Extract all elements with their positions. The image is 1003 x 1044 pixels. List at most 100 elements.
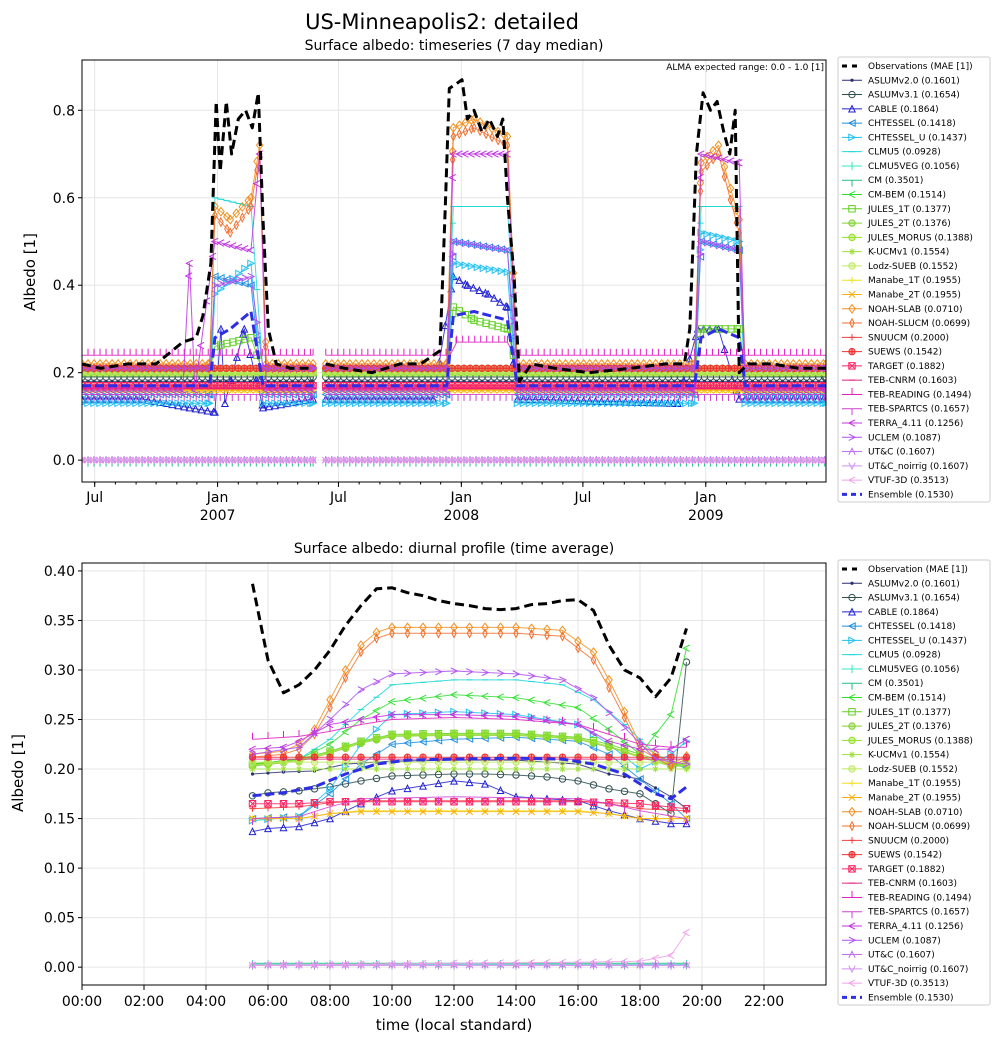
timeseries-series-vtuf-3d-0-3513-marker xyxy=(646,456,654,464)
timeseries-series-suews-0-1542-marker-cross xyxy=(460,365,468,372)
timeseries-series-jules-1t-0-1377-marker xyxy=(467,314,476,323)
timeseries-series-noah-slucm-0-0699-marker xyxy=(212,209,218,221)
timeseries-series-chtessel-u-0-1437-marker xyxy=(102,399,111,408)
timeseries-series-terra-4-11-0-1256-marker xyxy=(405,386,414,394)
timeseries-series-noah-slucm-0-0699-marker xyxy=(727,194,734,206)
diurnal-series-aslumv2-0-0-1601-marker xyxy=(653,786,658,790)
timeseries-series-uclem-0-1087-marker xyxy=(491,244,500,252)
timeseries-series-uclem-0-1087-marker xyxy=(479,242,488,250)
timeseries-series-vtuf-3d-0-3513-marker xyxy=(119,456,128,464)
timeseries-series-chtessel-u-0-1437-marker xyxy=(301,399,310,408)
timeseries-series-cable-0-1864-marker xyxy=(264,402,274,411)
timeseries-series-suews-0-1542-marker-cross xyxy=(719,365,726,372)
diurnal-series-chtessel-u-0-1437-marker xyxy=(372,725,381,734)
timeseries-series-terra-4-11-0-1256-marker xyxy=(573,386,581,394)
diurnal-series-cm-bem-0-1514-marker xyxy=(573,703,582,712)
diurnal-series-jules-morus-0-1388-marker xyxy=(465,730,474,739)
diurnal-xtick-label-8: 16:00 xyxy=(558,994,598,1010)
timeseries-series-suews-0-1542-marker-cross xyxy=(484,365,492,372)
timeseries-series-vtuf-3d-0-3513-marker xyxy=(161,456,170,464)
timeseries-series-clmu5-0-0928-line-1 xyxy=(325,206,826,374)
timeseries-series-vtuf-3d-0-3513-marker xyxy=(308,456,317,464)
timeseries-legend-jules-morus-0-1388-label: JULES_MORUS (0.1388) xyxy=(867,233,973,243)
timeseries-series-vtuf-3d-0-3513-marker xyxy=(483,456,492,464)
timeseries-series-vtuf-3d-0-3513-marker xyxy=(221,456,230,464)
diurnal-series-jules-morus-0-1388-marker xyxy=(403,731,412,739)
diurnal-xtick-label-6: 12:00 xyxy=(434,994,474,1010)
timeseries-series-suews-0-1542-marker xyxy=(222,364,230,373)
diurnal-ytick-label-8: 0.40 xyxy=(44,564,75,580)
timeseries-series-terra-4-11-0-1256-marker xyxy=(675,386,684,394)
timeseries-series-terra-4-11-0-1256-marker xyxy=(633,386,642,394)
timeseries-series-noah-slucm-0-0699-marker xyxy=(483,128,489,140)
diurnal-series-k-ucmv1-0-1554-marker xyxy=(590,765,597,773)
timeseries-series-noah-slucm-0-0699-marker xyxy=(468,123,475,135)
timeseries-series-vtuf-3d-0-3513-marker xyxy=(465,456,474,464)
timeseries-series-noah-slab-0-0710-marker xyxy=(223,211,231,222)
timeseries-series-chtessel-u-0-1437-marker xyxy=(467,262,476,271)
timeseries-series-chtessel-u-0-1437-marker xyxy=(567,399,576,408)
timeseries-series-vtuf-3d-0-3513-marker xyxy=(778,456,787,464)
timeseries-series-vtuf-3d-0-3513-marker xyxy=(270,456,278,464)
timeseries-series-suews-0-1542-marker-cross xyxy=(472,365,480,372)
timeseries-series-chtessel-u-0-1437-marker xyxy=(322,399,331,408)
timeseries-series-terra-4-11-0-1256-marker xyxy=(752,386,761,394)
timeseries-series-vtuf-3d-0-3513-marker xyxy=(736,456,744,464)
timeseries-series-uclem-0-1087-marker xyxy=(688,364,697,372)
timeseries-legend-ut-c-0-1607-marker xyxy=(848,447,856,455)
timeseries-series-terra-4-11-0-1256-marker xyxy=(411,386,420,394)
diurnal-series-cm-bem-0-1514-marker xyxy=(465,691,473,700)
diurnal-series-aslumv3-1-0-1654-marker xyxy=(558,775,567,783)
timeseries-legend-terra-4-11-0-1256-label: TERRA_4.11 (0.1256) xyxy=(867,419,963,429)
timeseries-series-vtuf-3d-0-3513-marker xyxy=(700,456,708,464)
diurnal-series-chtessel-u-0-1437-marker xyxy=(326,784,335,793)
timeseries-series-uclem-0-1087-marker xyxy=(664,364,673,372)
diurnal-series-jules-morus-0-1388-marker xyxy=(419,731,427,739)
timeseries-legend-suews-0-1542-marker-cross xyxy=(848,348,856,355)
diurnal-series-cm-bem-0-1514-marker xyxy=(558,701,566,709)
timeseries-series-vtuf-3d-0-3513-marker xyxy=(543,456,552,464)
timeseries-series-noah-slab-0-0710-marker xyxy=(822,358,826,369)
diurnal-series-jules-morus-0-1388-marker xyxy=(450,730,458,739)
timeseries-series-uclem-0-1087-marker xyxy=(132,364,141,372)
timeseries-series-terra-4-11-0-1256-marker xyxy=(228,242,237,250)
diurnal-series-k-ucmv1-0-1554-marker xyxy=(326,765,334,773)
timeseries-series-terra-4-11-0-1256-marker xyxy=(101,386,110,394)
timeseries-series-chtessel-u-0-1437-marker xyxy=(84,399,93,408)
timeseries-series-vtuf-3d-0-3513-marker xyxy=(459,456,468,464)
timeseries-series-cable-0-1864-marker xyxy=(246,349,255,358)
diurnal-series-aslumv3-1-0-1654 xyxy=(248,658,691,818)
timeseries-series-terra-4-11-0-1256-marker xyxy=(149,386,158,394)
timeseries-series-chtessel-u-0-1437-marker xyxy=(424,399,433,408)
timeseries-series-vtuf-3d-0-3513-marker xyxy=(621,456,630,464)
diurnal-series-k-ucmv1-0-1554-marker xyxy=(295,765,303,773)
timeseries-series-chtessel-u-0-1437-marker xyxy=(295,399,304,408)
timeseries-series-uclem-0-1087-marker xyxy=(461,239,470,248)
diurnal-series-jules-1t-0-1377-line-0 xyxy=(252,732,687,765)
timeseries-series-terra-4-11-0-1256-marker xyxy=(651,386,660,394)
diurnal-series-manabe-2t-0-1955 xyxy=(248,808,691,823)
timeseries-series-terra-4-11-0-1256-marker xyxy=(304,386,312,394)
timeseries-series-suews-0-1542-marker xyxy=(712,364,721,373)
timeseries-series-chtessel-u-0-1437-marker xyxy=(633,399,642,408)
timeseries-series-chtessel-u-0-1437-marker xyxy=(229,274,238,283)
timeseries-series-vtuf-3d-0-3513-marker xyxy=(561,456,570,464)
timeseries-series-uclem-0-1087-marker xyxy=(198,364,207,372)
timeseries-series-vtuf-3d-0-3513-marker xyxy=(282,456,290,464)
timeseries-series-suews-0-1542-marker-cross xyxy=(223,365,230,372)
timeseries-series-suews-0-1542-marker xyxy=(700,364,709,373)
timeseries-series-chtessel-u-0-1437-marker xyxy=(358,399,367,408)
timeseries-series-cable-0-1864-marker xyxy=(240,324,249,333)
diurnal-series-cable-0-1864-marker xyxy=(310,818,319,827)
timeseries-series-observations-mae-1-line-0 xyxy=(82,91,314,370)
timeseries-title: Surface albedo: timeseries (7 day median… xyxy=(305,38,604,54)
timeseries-series-uclem-0-1087-marker xyxy=(265,364,274,372)
timeseries-series-cable-0-1864-marker xyxy=(210,407,219,416)
diurnal-series-k-ucmv1-0-1554-marker xyxy=(543,765,551,773)
diurnal-series-aslumv3-1-0-1654-marker xyxy=(372,774,381,783)
diurnal-series-cm-bem-0-1514-marker xyxy=(496,693,504,701)
timeseries-series-chtessel-u-0-1437-marker xyxy=(549,399,558,408)
timeseries-series-chtessel-u-0-1437-marker xyxy=(114,399,123,408)
timeseries-series-noah-slucm-0-0699-marker xyxy=(489,131,495,143)
timeseries-series-chtessel-u-0-1437-marker xyxy=(144,399,153,408)
